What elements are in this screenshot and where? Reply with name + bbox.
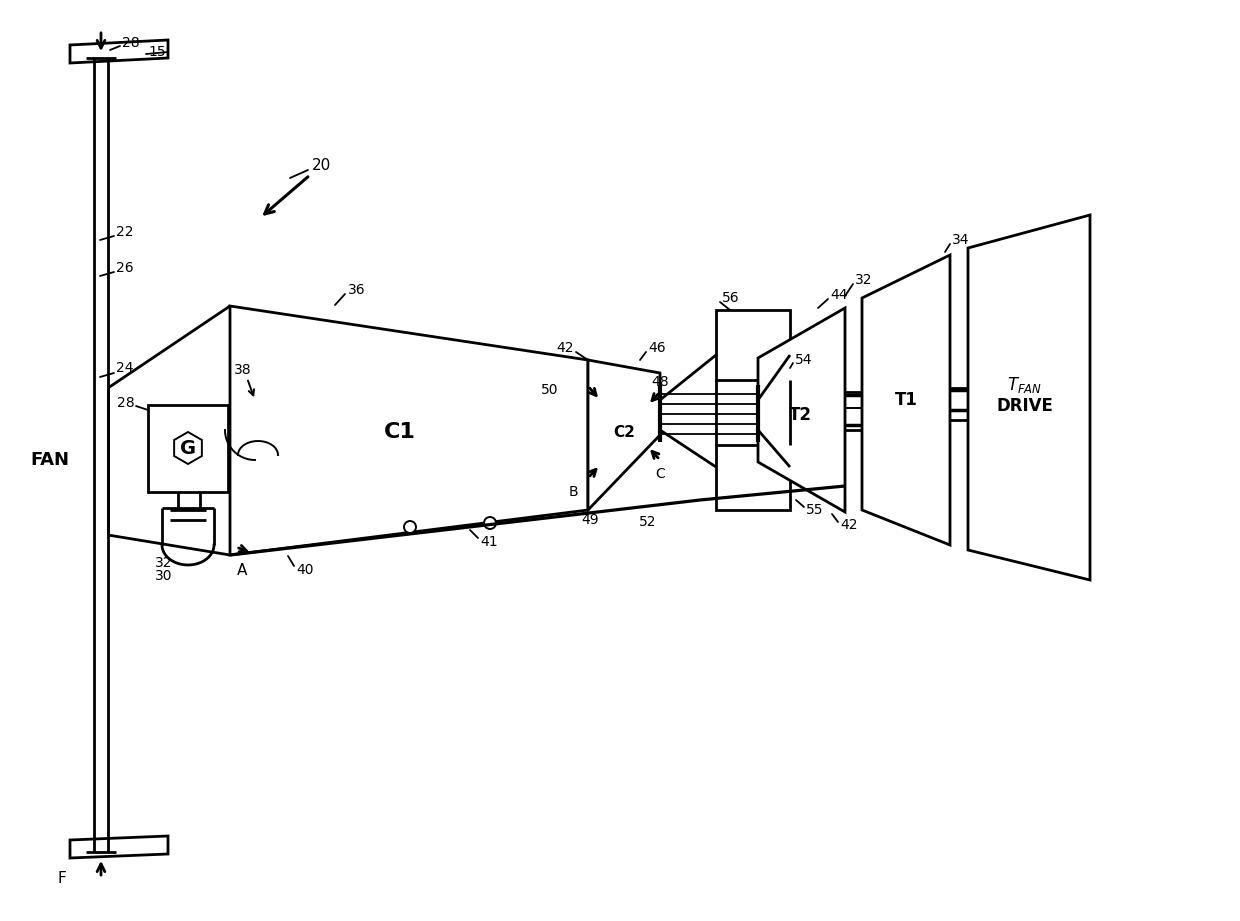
Polygon shape [715, 310, 790, 380]
Text: A: A [237, 563, 247, 577]
Text: 26: 26 [117, 261, 134, 275]
Polygon shape [229, 306, 588, 555]
Text: 56: 56 [722, 291, 739, 305]
Text: 42: 42 [557, 341, 574, 355]
Text: 32: 32 [856, 273, 873, 287]
Text: 28: 28 [122, 36, 140, 50]
Polygon shape [968, 215, 1090, 580]
Polygon shape [588, 360, 660, 510]
Text: C1: C1 [384, 422, 415, 442]
Text: 24: 24 [117, 361, 134, 375]
Text: FAN: FAN [31, 451, 69, 469]
Polygon shape [758, 308, 844, 512]
Text: 50: 50 [541, 383, 558, 397]
Text: 55: 55 [806, 503, 823, 517]
Text: T2: T2 [789, 406, 811, 424]
Polygon shape [69, 836, 167, 858]
Polygon shape [69, 40, 167, 63]
Text: 41: 41 [480, 535, 497, 549]
Text: 44: 44 [830, 288, 847, 302]
Text: 36: 36 [348, 283, 366, 297]
Text: 34: 34 [952, 233, 970, 247]
Text: 38: 38 [234, 363, 252, 377]
Circle shape [404, 521, 415, 533]
Text: 28: 28 [118, 396, 135, 410]
Text: 20: 20 [312, 157, 331, 172]
Polygon shape [862, 255, 950, 545]
Text: 32: 32 [155, 556, 172, 570]
Text: 46: 46 [649, 341, 666, 355]
Text: 52: 52 [640, 515, 657, 529]
Text: 42: 42 [839, 518, 858, 532]
Polygon shape [715, 445, 790, 510]
Text: 22: 22 [117, 225, 134, 239]
Text: 48: 48 [651, 375, 668, 389]
Text: $T_{FAN}$
DRIVE: $T_{FAN}$ DRIVE [997, 375, 1054, 415]
Text: 15: 15 [148, 45, 166, 59]
Text: 30: 30 [155, 569, 172, 583]
Text: G: G [180, 438, 196, 458]
Text: 40: 40 [296, 563, 314, 577]
Circle shape [484, 517, 496, 529]
Polygon shape [148, 405, 228, 492]
Text: T1: T1 [894, 391, 918, 409]
Text: F: F [57, 870, 67, 885]
Text: C2: C2 [613, 425, 635, 439]
Text: B: B [568, 485, 578, 499]
Text: 54: 54 [795, 353, 812, 367]
Text: 49: 49 [582, 513, 599, 527]
Text: C: C [655, 467, 665, 481]
